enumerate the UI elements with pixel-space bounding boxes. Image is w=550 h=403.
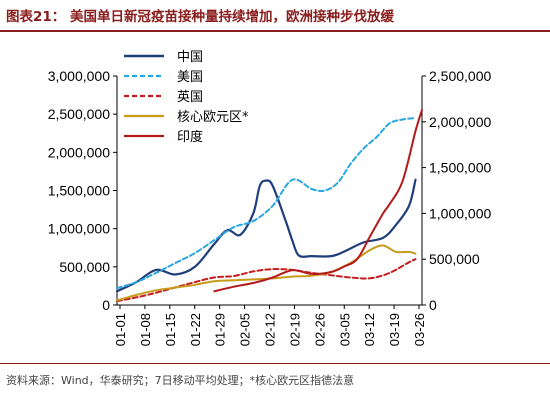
x-tick-label: 01-08 <box>138 313 153 346</box>
x-tick-label: 02-26 <box>312 313 327 346</box>
x-tick-label: 02-19 <box>287 313 302 346</box>
legend-label-4: 印度 <box>177 129 203 145</box>
left-tick-label: 1,500,000 <box>48 183 110 199</box>
right-tick-label: 500,000 <box>429 251 480 267</box>
x-tick-label: 02-05 <box>238 313 253 346</box>
right-tick-label: 2,500,000 <box>429 68 491 84</box>
right-tick-label: 2,000,000 <box>429 114 491 130</box>
x-tick-label: 01-22 <box>188 313 203 346</box>
series-line-3 <box>116 244 417 302</box>
source-note: 资料来源：Wind，华泰研究；7日移动平均处理；*核心欧元区指德法意 <box>6 374 355 387</box>
left-tick-label: 1,000,000 <box>48 221 110 237</box>
left-tick-label: 2,500,000 <box>48 106 110 122</box>
title-bar: 图表21： 美国单日新冠疫苗接种量持续增加，欧洲接种步伐放缓 <box>0 0 550 32</box>
x-tick-label: 02-12 <box>263 313 278 346</box>
legend-label-0: 中国 <box>177 50 203 65</box>
series-line-0 <box>115 178 417 293</box>
x-tick-label: 03-05 <box>337 313 352 346</box>
right-tick-label: 1,500,000 <box>429 160 491 176</box>
x-tick-label: 01-01 <box>113 313 128 346</box>
x-tick-label: 03-19 <box>387 313 402 346</box>
left-tick-label: 2,000,000 <box>48 144 110 160</box>
x-tick-label: 01-15 <box>163 313 178 346</box>
left-tick-label: 3,000,000 <box>48 68 110 84</box>
legend-label-2: 英国 <box>177 90 203 105</box>
series-line-4 <box>213 108 423 293</box>
right-tick-label: 0 <box>429 297 437 313</box>
series-line-1 <box>116 117 417 290</box>
series-line-2 <box>116 258 417 303</box>
x-tick-label: 01-29 <box>213 313 228 346</box>
x-tick-label: 03-12 <box>362 313 377 346</box>
right-tick-label: 1,000,000 <box>429 205 491 221</box>
left-tick-label: 0 <box>102 297 110 313</box>
legend-label-1: 美国 <box>177 70 203 85</box>
footer-divider <box>0 363 550 364</box>
legend-label-3: 核心欧元区* <box>177 110 249 125</box>
left-tick-label: 500,000 <box>59 259 110 275</box>
x-tick-label: 03-26 <box>412 313 427 346</box>
chart-title: 图表21： 美国单日新冠疫苗接种量持续增加，欧洲接种步伐放缓 <box>6 9 394 25</box>
